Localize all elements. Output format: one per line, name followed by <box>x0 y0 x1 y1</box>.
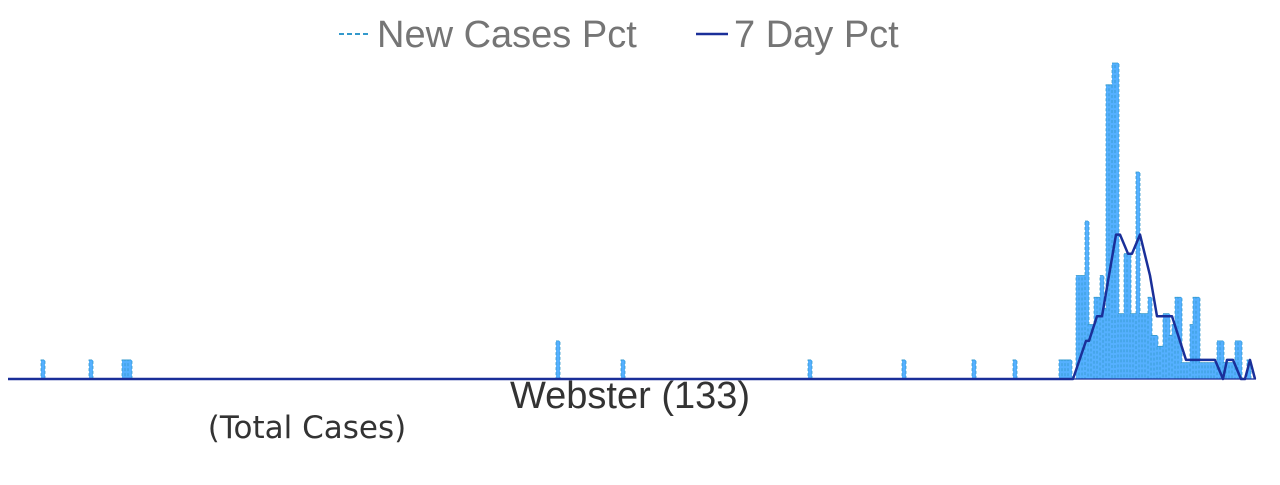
new-cases-spike-18 <box>1084 220 1090 380</box>
new-cases-spike-5 <box>555 340 561 380</box>
seven-day-pct-line <box>8 233 1257 381</box>
new-cases-spike-10 <box>1012 359 1018 380</box>
chart-title: Webster (133) <box>510 375 750 417</box>
legend-label-new-cases-pct: New Cases Pct <box>377 14 637 56</box>
new-cases-spike-1 <box>88 359 94 380</box>
new-cases-spike-69 <box>1237 340 1243 380</box>
new-cases-spike-4 <box>127 359 133 380</box>
new-cases-spike-68 <box>1234 340 1240 380</box>
plot-area <box>8 62 1257 381</box>
legend: New Cases Pct 7 Day Pct <box>339 14 899 56</box>
new-cases-spike-14 <box>1067 359 1073 380</box>
new-cases-spike-9 <box>971 359 977 380</box>
new-cases-spike-35 <box>1135 171 1141 380</box>
new-cases-spike-7 <box>807 359 813 380</box>
chart-subtitle: (Total Cases) <box>208 410 406 446</box>
new-cases-spike-63 <box>1219 340 1225 380</box>
new-cases-spike-62 <box>1216 340 1222 380</box>
legend-label-7-day-pct: 7 Day Pct <box>734 14 899 56</box>
new-cases-spike-0 <box>40 359 46 380</box>
new-cases-spike-8 <box>901 359 907 380</box>
